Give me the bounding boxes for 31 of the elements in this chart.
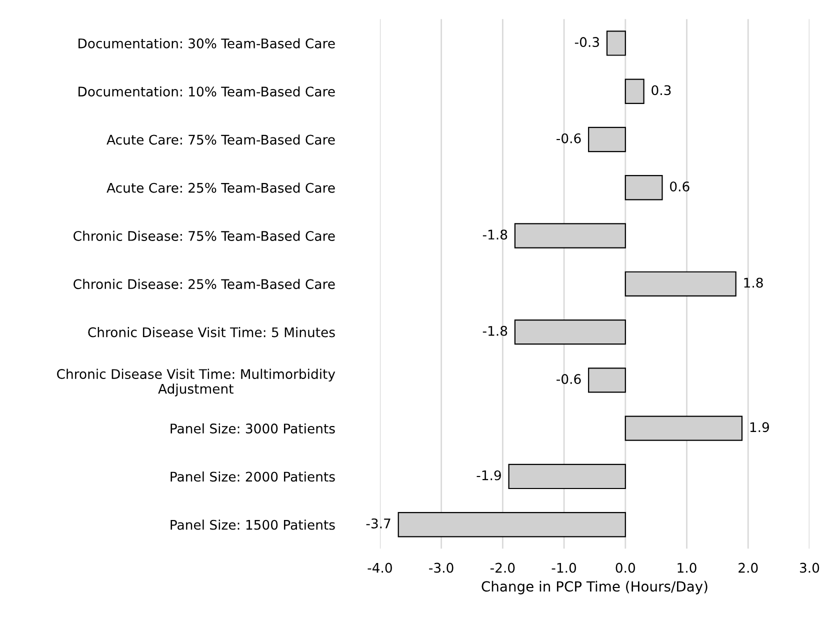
x-tick-label: -2.0 [490,562,515,573]
y-tick-label: Chronic Disease Visit Time: 5 Minutes [88,327,335,338]
data-label: -1.8 [482,230,508,240]
data-label: 1.9 [750,422,769,432]
y-tick-label: Chronic Disease: 75% Team-Based Care [74,230,335,241]
y-tick-label: Panel Size: 1500 Patients [170,520,335,530]
x-tick-label: 0.0 [616,562,636,573]
y-tick-label: Documentation: 30% Team-Based Care [78,38,335,48]
data-label: -0.3 [574,37,599,48]
data-label: -0.6 [556,133,581,144]
y-tick-label: Documentation: 10% Team-Based Care [78,86,335,97]
x-tick-label: -3.0 [429,562,454,573]
y-tick-label: Chronic Disease Visit Time: Multimorbidity Adjustment [57,368,336,396]
data-label: 0.6 [670,181,690,192]
data-label: -3.7 [366,518,390,528]
data-label: -0.6 [556,374,581,384]
y-tick-label: Acute Care: 75% Team-Based Care [106,134,335,145]
y-tick-label: Panel Size: 2000 Patients [170,471,335,482]
x-tick-label: 3.0 [800,562,820,573]
data-label: -1.8 [482,326,508,336]
x-tick-label: 2.0 [738,562,758,573]
data-label: 1.8 [744,278,763,288]
x-tick-label: 1.0 [678,562,696,573]
x-tick-label: -1.0 [552,562,576,573]
x-axis-title: Change in PCP Time (Hours/Day) [482,580,708,594]
data-label: 0.3 [652,85,671,96]
y-tick-label: Acute Care: 25% Team-Based Care [106,182,335,193]
x-tick-label: -4.0 [368,562,392,573]
y-tick-label: Chronic Disease: 25% Team-Based Care [74,278,335,290]
data-label: -1.9 [476,470,501,480]
y-tick-label: Panel Size: 3000 Patients [170,423,335,434]
